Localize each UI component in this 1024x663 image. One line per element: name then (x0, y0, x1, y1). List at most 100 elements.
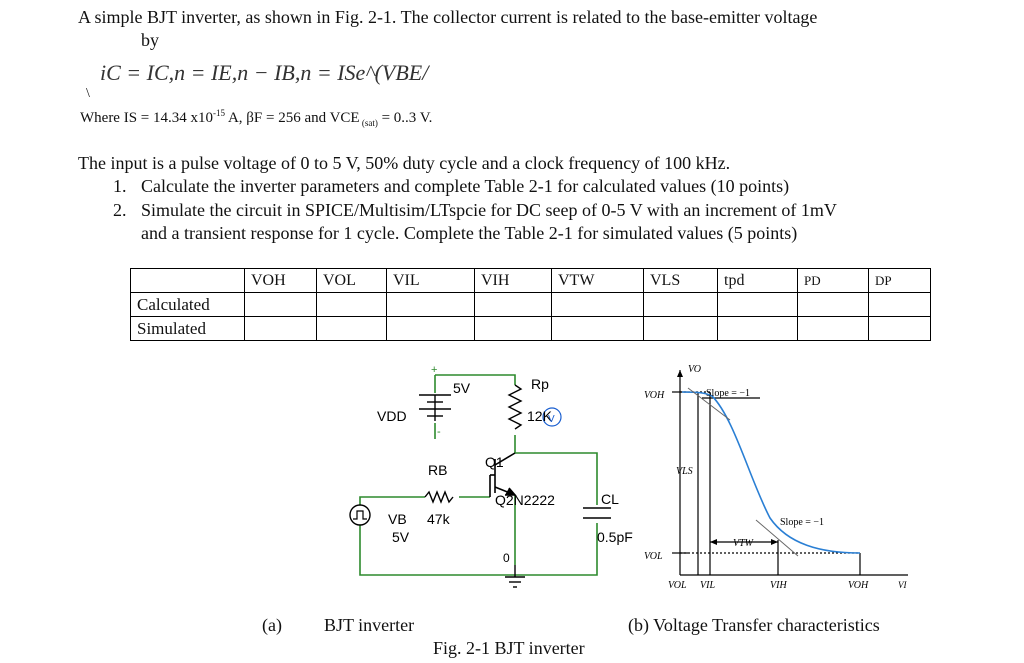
caption-a-text: BJT inverter (324, 615, 415, 635)
params-mid: A, βF = 256 and VCE (225, 110, 360, 126)
vtc-curve (681, 391, 861, 554)
bottom-wire (359, 523, 598, 576)
q1-label: Q1 (485, 454, 504, 470)
table-header-tpd: tpd (717, 268, 798, 293)
vi-axis-label: VI (898, 580, 907, 590)
vdd-value: 5V (453, 380, 471, 396)
table-header-vol: VOL (316, 268, 387, 293)
voltage-probe-icon (542, 407, 562, 427)
vo-axis-arrow-icon (677, 370, 683, 377)
vo-axis-label: VO (688, 364, 701, 375)
table-cell (244, 316, 317, 341)
caption-b-text: (b) Voltage Transfer characteristics (628, 615, 880, 635)
vdd-battery-symbol (419, 394, 451, 421)
q1-model: Q2N2222 (495, 492, 555, 508)
ground-icon (505, 565, 525, 588)
top-wire (435, 374, 516, 385)
table-cell (643, 292, 718, 317)
params-exponent: -15 (213, 108, 226, 118)
table-cell (474, 316, 552, 341)
params-sub: (sat) (359, 118, 378, 128)
vdd-plus-sign: + (431, 364, 437, 376)
slope-label-top: Slope = −1 (706, 388, 750, 399)
rp-probe-marker: V (548, 414, 555, 425)
table-header-vih: VIH (474, 268, 552, 293)
intro-line-1: A simple BJT inverter, as shown in Fig. … (78, 7, 818, 27)
table-header-corner (130, 268, 245, 293)
table-cell (868, 316, 931, 341)
table-cell (386, 292, 475, 317)
rb-resistor-symbol (424, 490, 454, 504)
params-prefix: Where IS = 14.34 x10 (80, 110, 214, 126)
table-cell (551, 292, 644, 317)
rp-resistor-symbol (507, 384, 523, 430)
task-2-text: Simulate the circuit in SPICE/Multisim/L… (141, 200, 837, 220)
collector-current-equation: iC = IC,n = IE,n − IB,n = ISe^(VBE/VT) (100, 60, 430, 85)
table-cell (717, 292, 798, 317)
table-cell (717, 316, 798, 341)
rp-value: 12K (527, 408, 553, 424)
pulse-source-symbol (349, 504, 371, 526)
figure-caption: Fig. 2-1 BJT inverter (433, 638, 585, 658)
cl-value: 0.5pF (597, 529, 633, 545)
parameters-line: Where IS = 14.34 x10-15 A, βF = 256 and … (80, 108, 432, 128)
table-header-vtw: VTW (551, 268, 644, 293)
table-cell (643, 316, 718, 341)
table-header-voh: VOH (244, 268, 317, 293)
vls-label: VLS (676, 466, 693, 477)
x-tick-voh: VOH (848, 580, 869, 591)
table-cell (797, 292, 869, 317)
task-2-number: 2. (113, 200, 127, 220)
params-end: = 0..3 V. (377, 110, 433, 126)
ground-node-label: 0 (503, 551, 510, 565)
table-header-dp: DP (868, 268, 931, 293)
vol-axis-label: VOL (644, 551, 663, 562)
voh-axis-label: VOH (644, 390, 665, 401)
table-cell (316, 292, 387, 317)
row-label-simulated: Simulated (130, 316, 245, 341)
rb-label: RB (428, 462, 447, 478)
task-2-text-cont: and a transient response for 1 cycle. Co… (141, 223, 798, 243)
table-header-vls: VLS (643, 268, 718, 293)
intro-line-2: by (141, 30, 159, 50)
table-cell (474, 292, 552, 317)
bjt-inverter-schematic: + - 5V VDD Rp 12K V Q1 Q2N2222 RB 47k VB… (349, 364, 633, 588)
table-row: Simulated (130, 316, 931, 341)
caption-a-letter: (a) (262, 615, 282, 635)
rp-label: Rp (531, 376, 549, 392)
vb-value: 5V (392, 529, 410, 545)
slope-label-bottom: Slope = −1 (780, 517, 824, 528)
voltage-transfer-characteristic: VO VOH VOL VLS VTW Slope = −1 Slope = −1… (644, 364, 908, 591)
task-1-text: Calculate the inverter parameters and co… (141, 176, 790, 196)
table-cell (244, 292, 317, 317)
x-tick-vih: VIH (770, 580, 787, 591)
table-header-vil: VIL (386, 268, 475, 293)
table-header-row: VOH VOL VIL VIH VTW VLS tpd PD DP (130, 268, 931, 293)
table-cell (797, 316, 869, 341)
vdd-label: VDD (377, 408, 407, 424)
cl-label: CL (601, 491, 619, 507)
equation-text: iC = IC,n = IE,n − IB,n = ISe^(VBE/VT) (100, 60, 430, 85)
rb-value: 47k (427, 511, 451, 527)
task-1-number: 1. (113, 176, 127, 196)
row-label-calculated: Calculated (130, 292, 245, 317)
q1-transistor-symbol (489, 452, 517, 497)
table-header-pd: PD (797, 268, 869, 293)
table-cell (386, 316, 475, 341)
cl-capacitor-symbol (583, 507, 611, 519)
vb-label: VB (388, 511, 407, 527)
pulse-waveform-icon (353, 510, 367, 520)
table-cell (868, 292, 931, 317)
input-description: The input is a pulse voltage of 0 to 5 V… (78, 153, 731, 173)
stray-mark: \ (86, 86, 90, 101)
vtw-label: VTW (733, 538, 755, 549)
vdd-minus-sign: - (437, 426, 441, 438)
output-wire (515, 452, 598, 505)
results-table: VOH VOL VIL VIH VTW VLS tpd PD DP Calcul… (130, 268, 931, 341)
table-cell (551, 316, 644, 341)
table-cell (316, 316, 387, 341)
table-row: Calculated (130, 292, 931, 317)
vtw-right-arrow-icon (771, 539, 778, 545)
x-tick-vol: VOL (668, 580, 687, 591)
x-tick-vil: VIL (700, 580, 715, 591)
